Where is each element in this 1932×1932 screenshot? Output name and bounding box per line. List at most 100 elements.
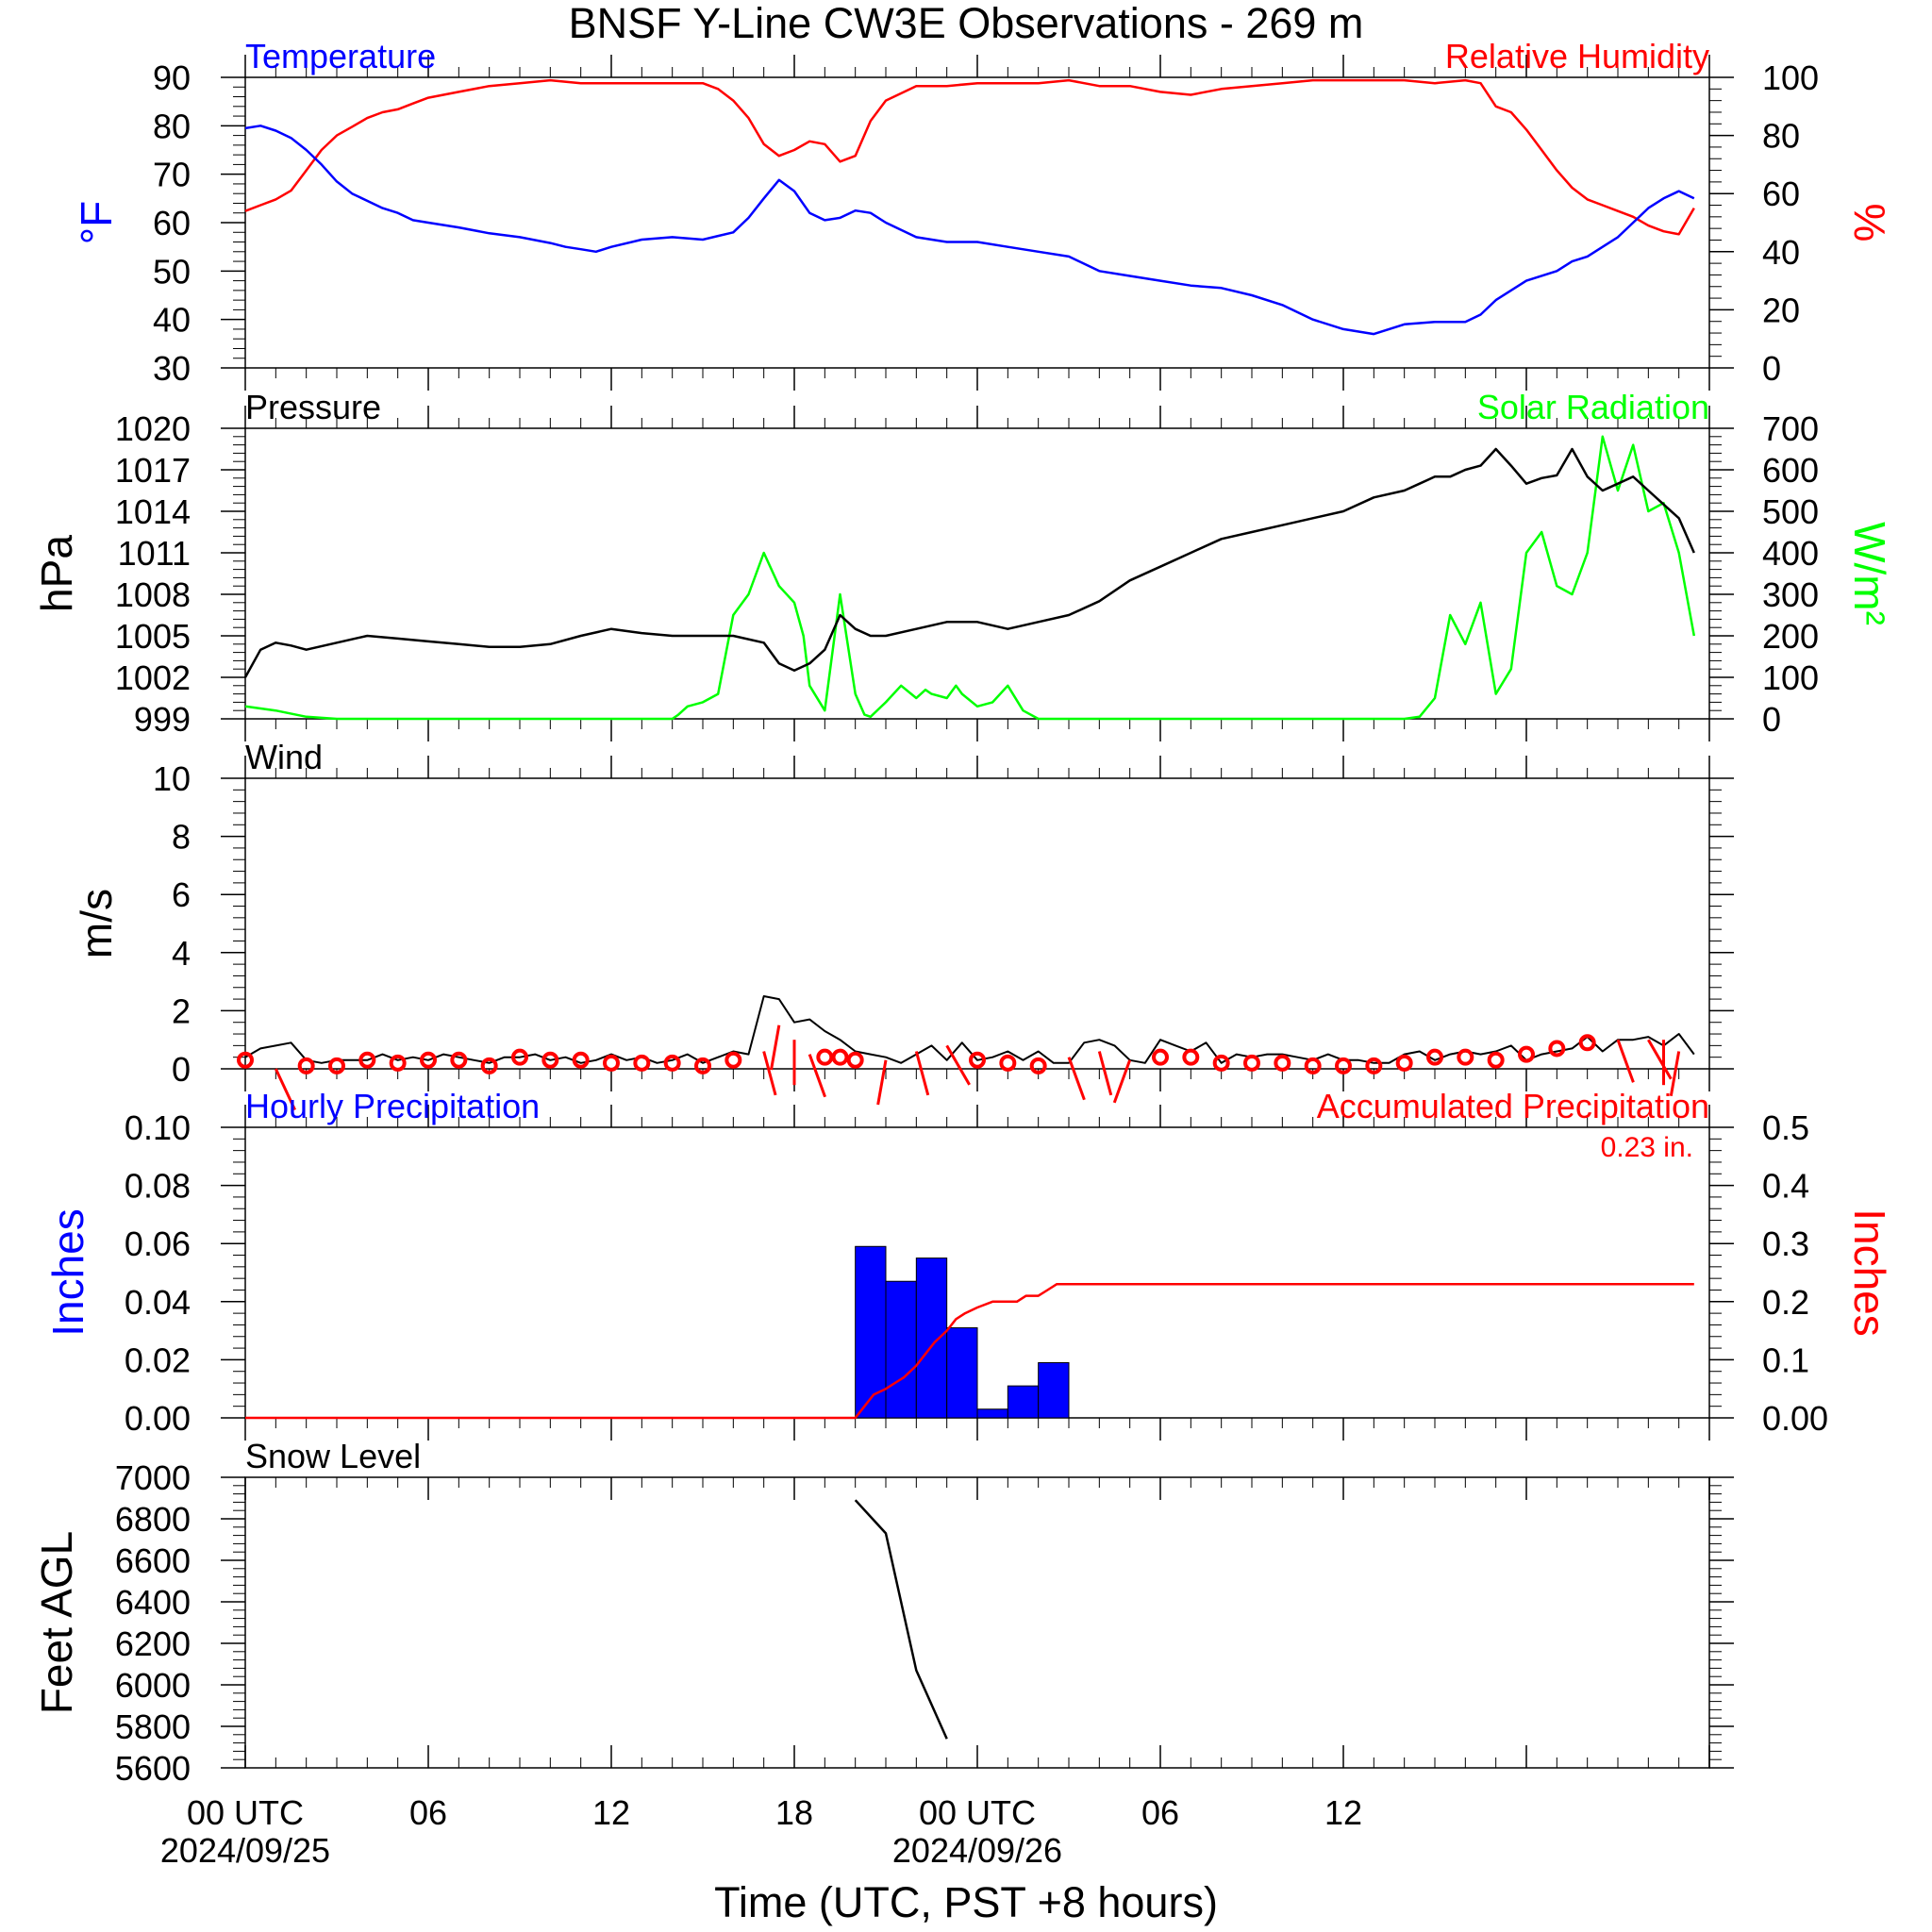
- solar-line: [244, 435, 1696, 721]
- calm-wind-marker: [663, 1054, 681, 1072]
- calm-wind-marker: [1243, 1054, 1260, 1072]
- calm-wind-marker: [572, 1051, 590, 1069]
- right-tick-label: 0.1: [1762, 1341, 1809, 1379]
- left-tick-label: 1005: [115, 617, 191, 656]
- wind-barb: [1669, 1051, 1681, 1097]
- left-tick-label: 6800: [115, 1500, 191, 1539]
- calm-wind-marker: [969, 1051, 986, 1069]
- calm-wind-marker: [1304, 1057, 1322, 1074]
- hourly-precip-title: Hourly Precipitation: [245, 1087, 540, 1125]
- wind-speed-line: [244, 995, 1695, 1064]
- right-tick-label: 400: [1762, 534, 1819, 573]
- calm-wind-marker: [1518, 1045, 1535, 1063]
- temperature-title: Temperature: [245, 37, 436, 75]
- wind-barb: [1097, 1051, 1113, 1096]
- calm-wind-marker: [633, 1054, 651, 1072]
- x-tick-label: 00 UTC: [187, 1793, 304, 1832]
- hourly-precip-bar: [946, 1327, 978, 1419]
- calm-wind-marker: [1152, 1048, 1169, 1066]
- calm-wind-marker: [831, 1048, 849, 1066]
- wind-barb: [876, 1059, 888, 1106]
- calm-wind-marker: [1426, 1048, 1443, 1066]
- calm-wind-marker: [603, 1054, 620, 1072]
- wind-barb: [945, 1044, 971, 1086]
- left-tick-label: 0.08: [125, 1167, 191, 1206]
- right-tick-label: 300: [1762, 575, 1819, 614]
- calm-wind-marker: [724, 1051, 742, 1069]
- x-tick-label: 06: [409, 1793, 447, 1832]
- left-tick-label: 0.10: [125, 1108, 191, 1147]
- wind-barb: [1616, 1039, 1635, 1083]
- calm-wind-marker: [541, 1051, 559, 1069]
- right-tick-label: 20: [1762, 291, 1800, 329]
- hourly-precip-bar: [976, 1408, 1008, 1419]
- left-tick-label: 50: [153, 252, 191, 291]
- wind-barb: [808, 1054, 826, 1098]
- left-tick-label: 0.04: [125, 1283, 191, 1322]
- right-tick-label: 500: [1762, 492, 1819, 531]
- calm-wind-marker: [297, 1057, 315, 1074]
- accum-precip-total: 0.23 in.: [1601, 1132, 1693, 1163]
- right-tick-label: 200: [1762, 617, 1819, 656]
- right-tick-label: 0: [1762, 349, 1781, 388]
- calm-wind-marker: [1457, 1048, 1474, 1066]
- left-tick-label: 5600: [115, 1749, 191, 1788]
- wind-barb: [762, 1051, 777, 1096]
- temperature-humidity-panel: 30 40 50 60 70 80 90 0 20 40 60 80 100 Temperature Rel…: [72, 37, 1894, 391]
- snow-level-line: [854, 1499, 948, 1740]
- left-tick-label: 6200: [115, 1624, 191, 1663]
- right-tick-label: 0.4: [1762, 1167, 1809, 1206]
- calm-wind-marker: [1029, 1057, 1047, 1074]
- wind-panel-frame: [244, 777, 1710, 1070]
- calm-wind-marker: [1487, 1051, 1505, 1069]
- x-tick-label: 00 UTC: [919, 1793, 1036, 1832]
- left-tick-label: 2: [172, 991, 191, 1030]
- wind-barb: [770, 1024, 781, 1071]
- left-tick-label: 70: [153, 156, 191, 194]
- left-tick-label: 0: [172, 1050, 191, 1089]
- left-tick-label: 60: [153, 204, 191, 242]
- wind-barb: [1647, 1039, 1673, 1080]
- x-tick-label: 12: [592, 1793, 630, 1832]
- snow-level-units: Feet AGL: [32, 1531, 81, 1714]
- left-tick-label: 10: [153, 759, 191, 798]
- left-tick-label: 5800: [115, 1707, 191, 1746]
- left-tick-label: 1020: [115, 409, 191, 448]
- left-tick-label: 6600: [115, 1541, 191, 1580]
- temperature-units: °F: [72, 201, 121, 245]
- left-tick-label: 90: [153, 58, 191, 97]
- calm-wind-marker: [694, 1057, 711, 1074]
- left-tick-label: 1014: [115, 492, 191, 531]
- calm-wind-marker: [358, 1051, 376, 1069]
- right-tick-label: 0: [1762, 700, 1781, 739]
- left-tick-label: 1011: [118, 534, 191, 573]
- humidity-line: [244, 78, 1695, 236]
- calm-wind-marker: [480, 1057, 498, 1074]
- snow-panel-frame: [244, 1476, 1710, 1769]
- calm-wind-marker: [237, 1051, 254, 1069]
- left-tick-label: 4: [172, 934, 191, 973]
- wind-barb: [1067, 1057, 1086, 1101]
- x-tick-label: 18: [775, 1793, 813, 1832]
- hourly-precip-units: Inches: [43, 1208, 92, 1337]
- right-tick-label: 0.5: [1762, 1108, 1809, 1147]
- x-date-label: 2024/09/25: [160, 1831, 330, 1870]
- left-tick-label: 1008: [115, 575, 191, 614]
- right-tick-label: 100: [1762, 58, 1819, 97]
- wind-barb: [274, 1068, 296, 1111]
- left-tick-label: 80: [153, 107, 191, 145]
- left-tick-label: 1017: [115, 451, 191, 490]
- calm-wind-marker: [1182, 1048, 1200, 1066]
- left-tick-label: 0.06: [125, 1224, 191, 1263]
- x-axis-title: Time (UTC, PST +8 hours): [714, 1878, 1218, 1926]
- wind-barb: [914, 1051, 930, 1096]
- calm-wind-marker: [1395, 1054, 1413, 1072]
- wind-title: Wind: [245, 738, 323, 776]
- hourly-precip-bar: [915, 1257, 948, 1419]
- right-tick-label: 40: [1762, 233, 1800, 272]
- calm-wind-marker: [999, 1054, 1017, 1072]
- right-tick-label: 80: [1762, 117, 1800, 156]
